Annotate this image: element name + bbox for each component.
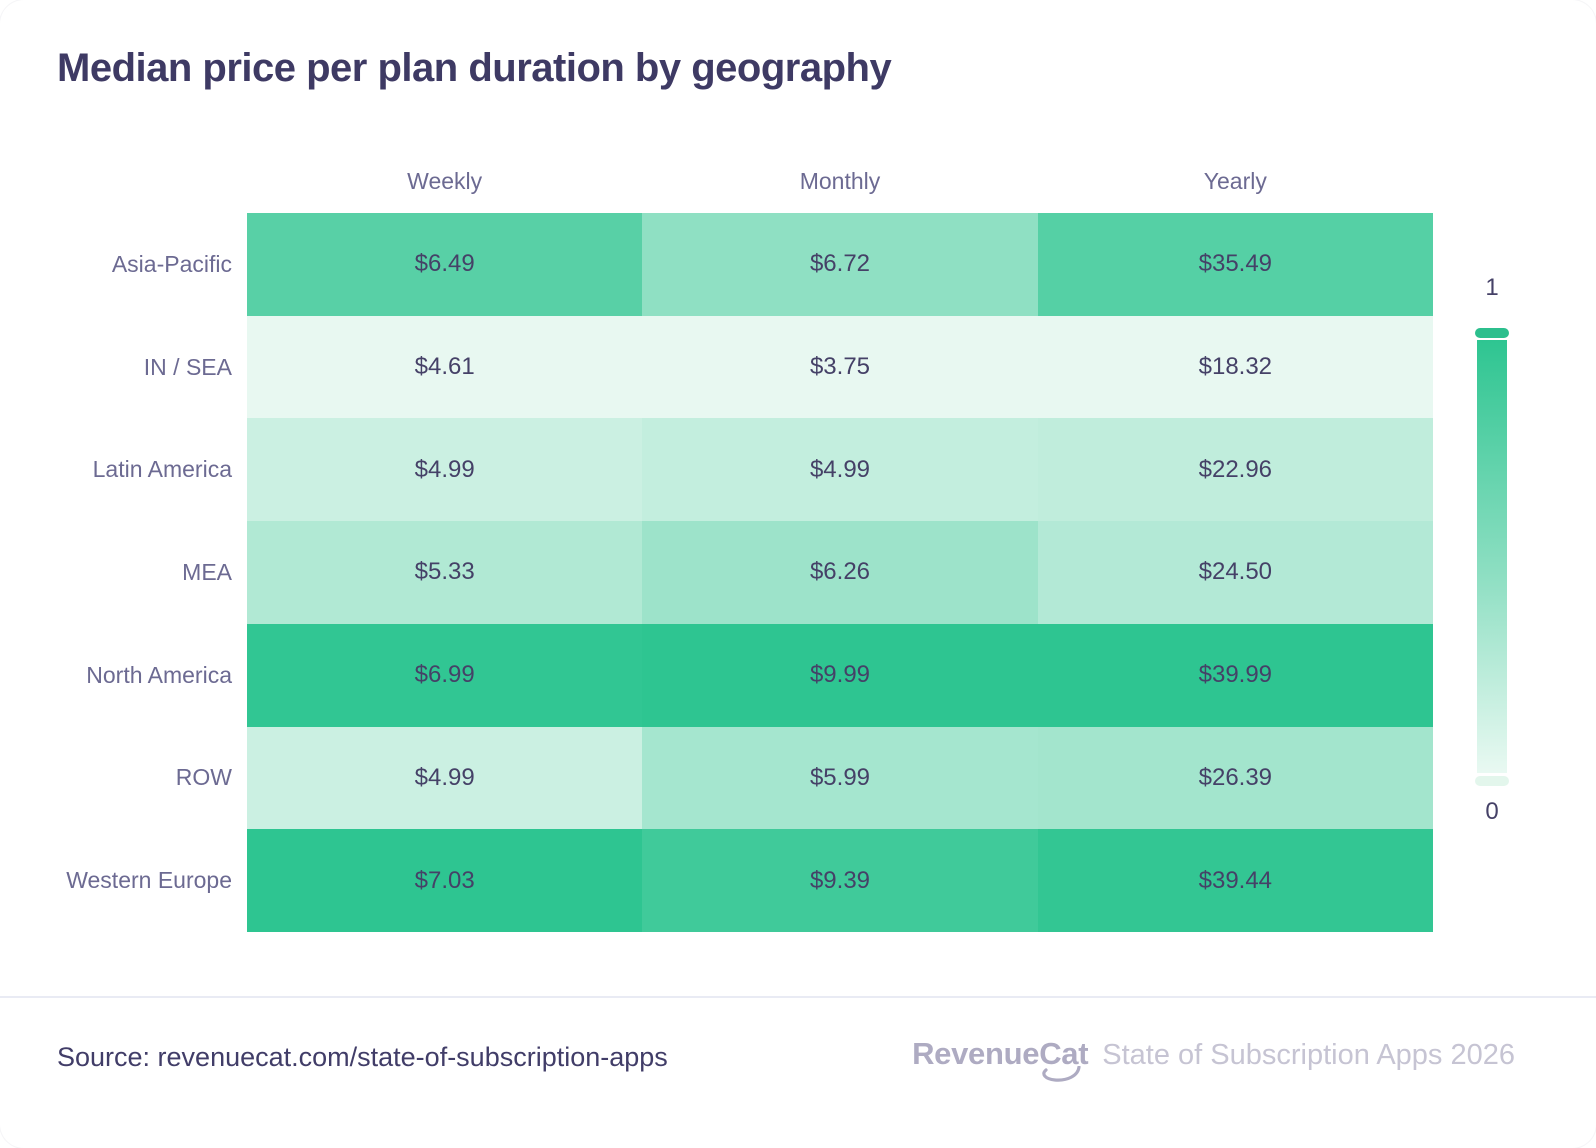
row-label: North America — [86, 661, 232, 688]
revenuecat-logo: RevenueCat — [912, 1036, 1089, 1082]
footer-divider — [0, 996, 1596, 998]
source-text: Source: revenuecat.com/state-of-subscrip… — [57, 1042, 668, 1072]
cell-value: $5.99 — [809, 763, 871, 791]
heatmap-row-labels: Asia-Pacific IN / SEA Latin America MEA Nort… — [0, 213, 232, 932]
cell-value: $24.50 — [1198, 558, 1273, 586]
heatmap-cell: $4.61 — [247, 315, 643, 419]
heatmap-cell: $39.44 — [1037, 829, 1433, 932]
column-header-monthly: Monthly — [799, 167, 881, 194]
heatmap-cell: $6.26 — [642, 521, 1038, 624]
heatmap-cell: $4.99 — [247, 726, 643, 830]
cell-value: $9.99 — [809, 661, 871, 689]
row-label: MEA — [182, 559, 232, 586]
heatmap-cell: $5.99 — [642, 726, 1038, 830]
colorbar-top-cap — [1475, 328, 1509, 338]
heatmap-cell: $24.50 — [1037, 521, 1433, 624]
heatmap-cell: $4.99 — [247, 418, 643, 522]
colorbar-max-label: 1 — [1485, 274, 1499, 301]
logo-cat-text: Cat — [1039, 1036, 1089, 1082]
row-label: Western Europe — [66, 867, 232, 894]
logo-revenue-text: Revenue — [912, 1036, 1040, 1071]
cell-value: $22.96 — [1198, 455, 1273, 483]
heatmap-grid: $6.49 $6.72 $35.49 $4.61 $3.75 $18.32 $4.99 $4.… — [247, 213, 1433, 932]
cell-value: $39.99 — [1198, 661, 1273, 689]
row-label: Latin America — [92, 456, 232, 483]
heatmap-cell: $9.99 — [642, 623, 1038, 727]
cell-value: $6.49 — [414, 250, 475, 278]
colorbar-bottom-cap — [1475, 776, 1509, 786]
heatmap-cell: $6.72 — [642, 213, 1038, 316]
cell-value: $5.33 — [414, 558, 475, 586]
cell-value: $6.99 — [414, 661, 475, 689]
cell-value: $9.39 — [809, 866, 871, 894]
row-label: Asia-Pacific — [111, 250, 232, 277]
cell-value: $3.75 — [809, 353, 871, 381]
cell-value: $26.39 — [1198, 763, 1273, 791]
colorbar-legend: 1 0 — [1459, 276, 1525, 824]
heatmap-cell: $6.99 — [247, 623, 643, 727]
cell-value: $4.99 — [414, 763, 475, 791]
heatmap-column-headers: Weekly Monthly Yearly — [247, 166, 1433, 196]
cell-value: $4.99 — [809, 455, 871, 483]
cell-value: $6.26 — [809, 558, 871, 586]
report-title: State of Subscription Apps 2026 — [1102, 1039, 1515, 1071]
heatmap-cell: $9.39 — [642, 829, 1038, 932]
cell-value: $35.49 — [1198, 250, 1273, 278]
row-label: ROW — [175, 764, 232, 791]
column-header-yearly: Yearly — [1203, 167, 1267, 194]
cell-value: $18.32 — [1198, 353, 1273, 381]
cell-value: $4.99 — [414, 455, 475, 483]
heatmap-cell: $7.03 — [247, 829, 643, 932]
brand-footer: RevenueCat State of Subscription Apps 20… — [912, 1036, 1515, 1082]
cell-value: $39.44 — [1198, 866, 1273, 894]
heatmap-cell: $5.33 — [247, 521, 643, 624]
page-title: Median price per plan duration by geogra… — [57, 46, 892, 90]
heatmap-cell: $3.75 — [642, 315, 1038, 419]
column-header-weekly: Weekly — [407, 167, 483, 194]
cell-value: $7.03 — [414, 866, 475, 894]
heatmap-cell: $22.96 — [1037, 418, 1433, 522]
heatmap-cell: $39.99 — [1037, 623, 1433, 727]
heatmap-cell: $4.99 — [642, 418, 1038, 522]
heatmap-cell: $18.32 — [1037, 315, 1433, 419]
colorbar-min-label: 0 — [1485, 798, 1499, 825]
heatmap-cell: $35.49 — [1037, 213, 1433, 316]
cell-value: $4.61 — [414, 353, 475, 381]
row-label: IN / SEA — [143, 353, 232, 380]
colorbar-gradient — [1477, 340, 1507, 773]
cell-value: $6.72 — [809, 250, 871, 278]
heatmap-cell: $6.49 — [247, 213, 643, 316]
heatmap-cell: $26.39 — [1037, 726, 1433, 830]
